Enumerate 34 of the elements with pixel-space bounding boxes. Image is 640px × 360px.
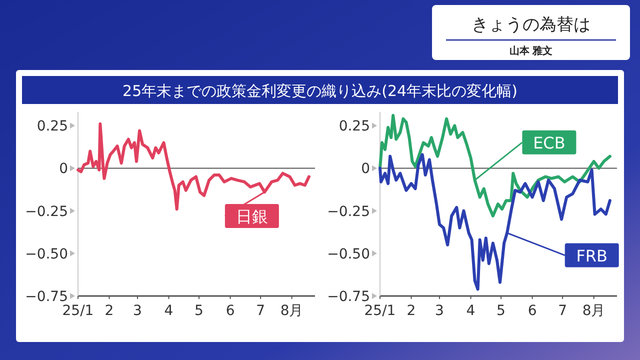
line-series — [378, 153, 612, 291]
y-tick-label: −0.50 — [25, 246, 68, 262]
x-tick-label: 6 — [528, 303, 537, 319]
x-tick-label: 5 — [194, 303, 204, 319]
x-tick-label: 6 — [226, 303, 235, 319]
series-label: 日銀 — [236, 207, 268, 226]
y-tick-label: −0.25 — [327, 204, 370, 220]
y-tick-label: 0 — [361, 161, 370, 178]
y-tick-label: 0 — [59, 161, 68, 178]
x-tick-label: 7 — [256, 303, 265, 319]
x-tick-label: 8月 — [582, 303, 606, 319]
y-tick-label: 0.25 — [338, 118, 370, 135]
x-tick-label: 8月 — [280, 303, 304, 319]
x-tick-label: 7 — [558, 303, 567, 319]
line-series — [378, 114, 612, 218]
y-tick-label: −0.25 — [25, 204, 68, 220]
x-tick-label: 2 — [406, 303, 416, 319]
y-tick-label: 0.25 — [36, 118, 68, 135]
series-label: ECB — [533, 133, 566, 152]
y-tick-label: −0.50 — [327, 246, 370, 262]
x-tick-label: 4 — [466, 303, 476, 319]
y-tick-label: −0.75 — [25, 289, 68, 305]
x-tick-label: 5 — [496, 303, 506, 319]
chart-title: 25年末までの政策金利変更の織り込み(24年末比の変化幅) — [122, 82, 518, 100]
x-tick-label: 3 — [435, 303, 444, 319]
x-tick-label: 4 — [164, 303, 174, 319]
x-tick-label: 25/1 — [364, 303, 396, 319]
title-bar: 25年末までの政策金利変更の織り込み(24年末比の変化幅) — [22, 76, 618, 104]
x-tick-label: 25/1 — [62, 303, 94, 319]
x-tick-label: 3 — [133, 303, 142, 319]
header-card: きょうの為替は 山本 雅文 — [432, 5, 630, 60]
y-tick-label: −0.75 — [327, 289, 370, 305]
x-tick-label: 2 — [104, 303, 114, 319]
series-label: FRB — [576, 246, 608, 266]
